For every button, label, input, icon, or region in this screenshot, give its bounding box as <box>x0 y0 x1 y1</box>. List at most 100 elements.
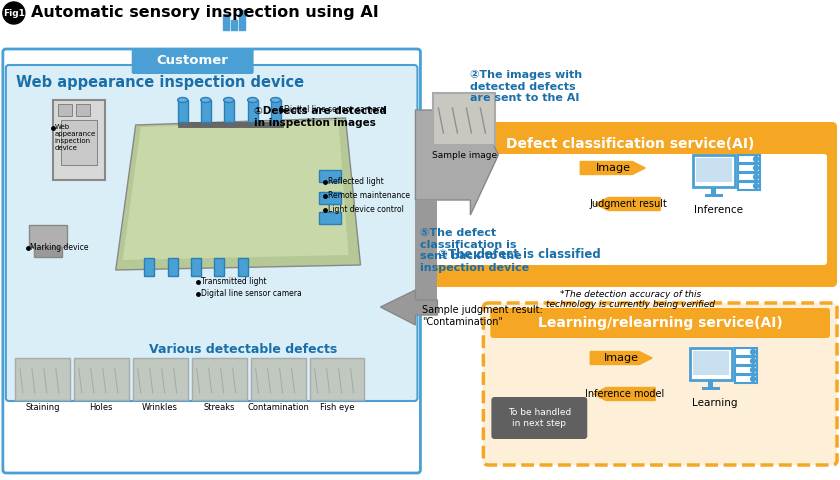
Circle shape <box>751 368 756 372</box>
Bar <box>318 212 340 224</box>
Circle shape <box>751 359 756 363</box>
Bar <box>74 358 129 400</box>
Bar <box>15 358 70 400</box>
Text: Automatic sensory inspection using AI: Automatic sensory inspection using AI <box>31 5 379 21</box>
Bar <box>60 120 97 165</box>
FancyBboxPatch shape <box>433 154 827 265</box>
FancyBboxPatch shape <box>132 48 254 74</box>
Bar <box>738 164 760 172</box>
Bar <box>144 258 154 276</box>
Text: Sample judgment result:
"Contamination": Sample judgment result: "Contamination" <box>423 305 543 326</box>
Circle shape <box>753 175 759 180</box>
Polygon shape <box>116 118 360 270</box>
FancyBboxPatch shape <box>491 308 830 338</box>
Bar <box>318 170 340 182</box>
Bar <box>192 358 247 400</box>
Bar <box>53 100 105 180</box>
Text: Web appearance inspection device: Web appearance inspection device <box>16 75 304 91</box>
Text: Inference: Inference <box>694 205 743 215</box>
Text: Remote maintenance: Remote maintenance <box>328 192 410 201</box>
Circle shape <box>753 183 759 189</box>
Bar <box>690 348 732 380</box>
Bar <box>178 100 187 122</box>
FancyBboxPatch shape <box>491 397 587 439</box>
FancyArrow shape <box>591 351 652 364</box>
FancyBboxPatch shape <box>423 122 837 287</box>
Bar <box>738 155 760 163</box>
Bar <box>223 100 234 122</box>
Text: Defect classification service(AI): Defect classification service(AI) <box>506 137 754 151</box>
Circle shape <box>751 349 756 355</box>
Text: Judgment result: Judgment result <box>590 199 667 209</box>
Circle shape <box>3 2 25 24</box>
Text: To be handled
in next step: To be handled in next step <box>507 408 571 428</box>
Bar <box>708 380 713 387</box>
Bar <box>29 225 67 247</box>
Bar <box>318 192 340 204</box>
Ellipse shape <box>248 97 258 103</box>
Bar <box>702 387 720 390</box>
Bar <box>416 200 438 315</box>
Text: Web
appearance
inspection
device: Web appearance inspection device <box>55 124 96 151</box>
Text: Staining: Staining <box>25 403 60 411</box>
Bar <box>223 14 228 30</box>
Text: ②The images with
detected defects
are sent to the AI: ②The images with detected defects are se… <box>470 70 582 103</box>
Text: Streaks: Streaks <box>203 403 235 411</box>
Bar <box>168 258 178 276</box>
Text: Light device control: Light device control <box>328 205 403 215</box>
Text: ①Defects are detected
in inspection images: ①Defects are detected in inspection imag… <box>254 106 386 128</box>
Bar <box>705 194 723 197</box>
Text: Inference model: Inference model <box>585 389 664 399</box>
Circle shape <box>753 166 759 170</box>
Text: Image: Image <box>604 353 638 363</box>
Ellipse shape <box>178 97 187 103</box>
Ellipse shape <box>201 97 211 103</box>
Ellipse shape <box>223 97 234 103</box>
Bar <box>58 104 71 116</box>
Polygon shape <box>123 121 349 260</box>
Bar <box>433 93 496 145</box>
Text: Fig1: Fig1 <box>3 9 25 17</box>
Bar <box>735 375 757 383</box>
Ellipse shape <box>270 97 281 103</box>
Bar <box>76 104 90 116</box>
Text: Transmitted light: Transmitted light <box>201 277 266 287</box>
Bar <box>738 173 760 181</box>
Bar <box>693 155 735 187</box>
Bar <box>191 258 201 276</box>
Text: ⑤The defect
classification is
sent back to the
inspection device: ⑤The defect classification is sent back … <box>421 228 529 273</box>
Polygon shape <box>416 95 498 215</box>
Bar <box>735 366 757 374</box>
Bar <box>239 10 244 30</box>
Text: Marking device: Marking device <box>30 243 88 252</box>
Bar <box>201 100 211 122</box>
Bar <box>693 351 729 375</box>
Bar <box>310 358 365 400</box>
FancyArrow shape <box>593 387 655 400</box>
FancyBboxPatch shape <box>483 303 837 465</box>
Bar <box>250 358 306 400</box>
Circle shape <box>753 156 759 161</box>
Text: Reflected light: Reflected light <box>328 178 383 187</box>
Polygon shape <box>381 290 438 325</box>
Bar <box>213 258 223 276</box>
Text: Fish eye: Fish eye <box>320 403 354 411</box>
Bar <box>178 122 282 127</box>
Bar <box>738 182 760 190</box>
Text: Learning: Learning <box>692 398 738 408</box>
Bar <box>711 187 717 194</box>
Bar <box>231 20 237 30</box>
Bar <box>735 357 757 365</box>
Bar <box>238 258 248 276</box>
Text: Holes: Holes <box>90 403 113 411</box>
Bar <box>248 100 258 122</box>
Text: Digital line sensor camera: Digital line sensor camera <box>284 106 385 115</box>
Bar <box>133 358 187 400</box>
FancyBboxPatch shape <box>6 65 417 401</box>
Text: *The detection accuracy of this
technology is currently being verified: *The detection accuracy of this technolo… <box>546 290 715 310</box>
Bar <box>270 100 281 122</box>
Text: Various detectable defects: Various detectable defects <box>149 343 337 356</box>
Text: Customer: Customer <box>157 55 228 68</box>
Text: Learning/relearning service(AI): Learning/relearning service(AI) <box>538 316 783 330</box>
Bar <box>696 158 732 182</box>
